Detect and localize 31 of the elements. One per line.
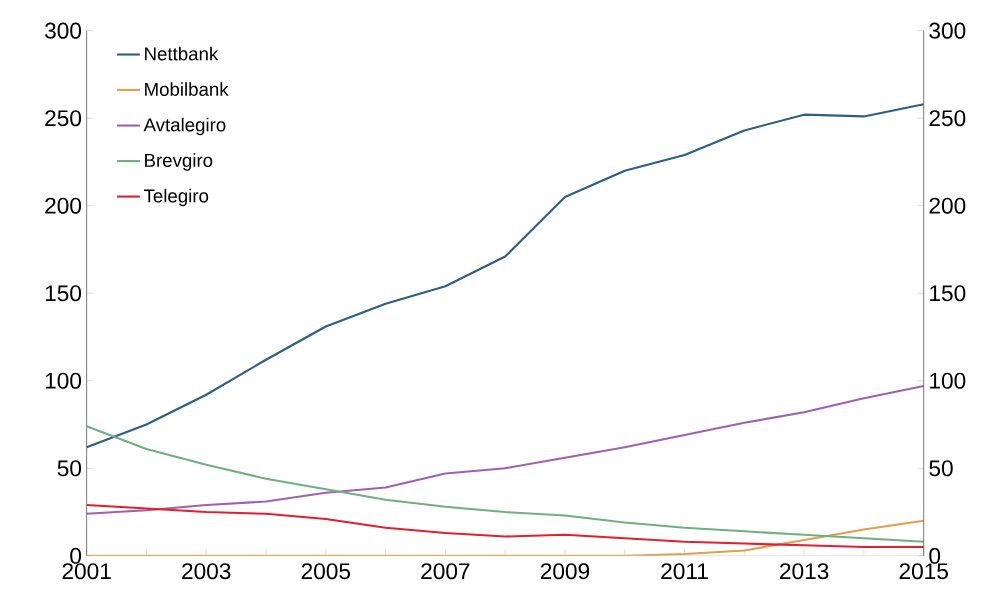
- line-series: [86, 384, 924, 515]
- y-tick-label: 250: [45, 110, 82, 127]
- y-tick-label: 0: [70, 547, 82, 564]
- legend-label: Brevgiro: [145, 153, 213, 171]
- y-tick-label: 100: [45, 372, 82, 389]
- y2-tick-label: 0: [929, 547, 941, 564]
- y-tick-label: 200: [45, 197, 82, 214]
- line-series: [86, 425, 924, 543]
- line-series: [86, 503, 924, 549]
- legend-label: Nettbank: [145, 46, 219, 61]
- legend-label: Telegiro: [143, 188, 209, 207]
- x-tick-label: 2015: [899, 563, 948, 580]
- y2-tick-label: 250: [929, 110, 966, 127]
- y2-tick-label: 300: [929, 22, 966, 39]
- x-tick-label: 2007: [421, 563, 470, 580]
- x-tick-label: 2013: [780, 563, 829, 580]
- y-tick-label: 50: [57, 460, 82, 477]
- y-tick-label: 150: [45, 285, 82, 302]
- x-tick-label: 2005: [301, 563, 351, 580]
- legend-label: Mobilbank: [145, 82, 229, 96]
- y2-tick-label: 100: [930, 372, 966, 389]
- x-tick-label: 2011: [661, 563, 708, 580]
- line-series: [86, 103, 924, 449]
- legend-label: Avtalegiro: [143, 117, 226, 136]
- x-tick-label: 2009: [540, 563, 590, 580]
- y2-tick-label: 50: [929, 460, 953, 477]
- y2-tick-label: 150: [930, 285, 966, 302]
- y2-tick-label: 200: [929, 197, 966, 214]
- x-tick-label: 2003: [182, 563, 231, 580]
- y-tick-label: 300: [44, 22, 82, 39]
- x-tick-label: 2001: [62, 563, 111, 580]
